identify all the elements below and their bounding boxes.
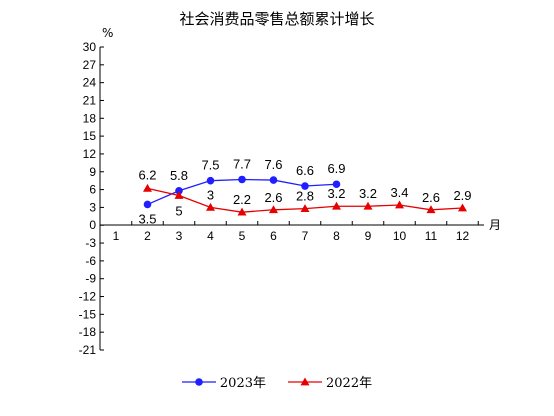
legend-item-1: 2023年 bbox=[181, 372, 266, 391]
y-tick-label: -15 bbox=[79, 307, 97, 321]
data-point bbox=[206, 176, 215, 185]
y-tick-label: 18 bbox=[83, 111, 97, 125]
y-tick-label: -6 bbox=[85, 254, 96, 268]
data-point bbox=[269, 205, 278, 214]
data-label: 7.6 bbox=[264, 157, 282, 172]
x-axis-unit-label: 月 bbox=[489, 218, 501, 232]
y-tick-label: 9 bbox=[89, 165, 96, 179]
data-label: 5.8 bbox=[170, 168, 188, 183]
x-tick-label: 4 bbox=[207, 229, 214, 243]
data-point bbox=[206, 202, 215, 211]
x-tick-label: 1 bbox=[113, 229, 120, 243]
data-point bbox=[269, 176, 278, 184]
data-point bbox=[238, 175, 246, 184]
y-tick-label: -18 bbox=[79, 325, 97, 339]
legend-swatch bbox=[288, 377, 322, 385]
data-point bbox=[301, 182, 309, 190]
x-tick-label: 9 bbox=[365, 229, 372, 243]
data-label: 3.5 bbox=[138, 211, 156, 226]
data-point bbox=[332, 180, 341, 189]
y-tick-label: 6 bbox=[89, 183, 96, 197]
data-label: 3.4 bbox=[390, 185, 408, 200]
x-tick-label: 3 bbox=[176, 229, 183, 243]
data-point bbox=[143, 200, 152, 209]
data-point bbox=[363, 201, 373, 210]
data-label: 3 bbox=[207, 187, 214, 202]
data-point bbox=[426, 205, 436, 214]
data-point bbox=[175, 186, 183, 195]
data-label: 2.2 bbox=[233, 192, 251, 207]
data-label: 3.2 bbox=[327, 186, 345, 201]
y-axis-unit-label: % bbox=[102, 26, 113, 40]
data-point bbox=[237, 207, 247, 216]
x-tick-label: 10 bbox=[393, 229, 407, 243]
y-tick-label: 15 bbox=[83, 129, 97, 143]
data-label: 5 bbox=[175, 204, 182, 219]
legend-label: 2022年 bbox=[326, 376, 373, 391]
data-point bbox=[143, 183, 152, 192]
y-tick-label: -21 bbox=[79, 343, 97, 357]
legend-item-2: 2022年 bbox=[288, 372, 372, 391]
legend: 2023年 2022年 bbox=[0, 372, 554, 391]
data-label: 2.8 bbox=[296, 189, 314, 204]
y-tick-label: 0 bbox=[89, 218, 96, 232]
data-label: 2.6 bbox=[422, 190, 440, 205]
y-tick-label: 27 bbox=[83, 58, 97, 72]
chart-axes bbox=[99, 46, 484, 351]
data-label: 7.7 bbox=[233, 156, 251, 171]
chart-title: 社会消费品零售总额累计增长 bbox=[179, 10, 375, 28]
x-tick-label: 7 bbox=[302, 229, 309, 243]
y-tick-label: 30 bbox=[83, 40, 97, 54]
y-tick-label: -3 bbox=[85, 236, 96, 250]
data-point bbox=[458, 203, 467, 212]
x-tick-label: 12 bbox=[456, 229, 470, 243]
data-label: 2.9 bbox=[453, 188, 471, 203]
data-point bbox=[174, 191, 184, 199]
x-tick-label: 2 bbox=[144, 229, 151, 243]
data-labels: 3.5 5.8 7.5 7.7 7.6 6.6 6.9 6.2 5 3 2.2 2.6 2.8 3.2 3.… bbox=[138, 156, 471, 226]
data-label: 6.2 bbox=[138, 167, 156, 182]
data-label: 6.9 bbox=[327, 161, 345, 176]
data-point bbox=[300, 204, 310, 212]
legend-label: 2023年 bbox=[219, 376, 266, 391]
data-label: 6.6 bbox=[296, 163, 314, 178]
data-label: 2.6 bbox=[264, 190, 282, 205]
data-label: 3.2 bbox=[359, 186, 377, 201]
y-tick-label: -12 bbox=[79, 290, 97, 304]
y-tick-label: 12 bbox=[83, 147, 97, 161]
y-tick-label: -9 bbox=[85, 272, 96, 286]
data-point bbox=[332, 201, 341, 210]
y-tick-label: 24 bbox=[83, 76, 97, 90]
x-tick-label: 8 bbox=[333, 229, 340, 243]
series-layer bbox=[143, 175, 467, 216]
y-tick-label: 21 bbox=[83, 93, 97, 107]
x-tick-label: 11 bbox=[425, 229, 438, 243]
data-label: 7.5 bbox=[201, 158, 219, 173]
x-tick-label: 6 bbox=[270, 229, 277, 243]
x-tick-labels: 1 2 3 4 5 6 7 8 9 10 11 12 bbox=[113, 229, 470, 243]
data-point bbox=[395, 200, 404, 209]
y-tick-label: 3 bbox=[89, 200, 96, 214]
legend-swatch bbox=[181, 377, 216, 386]
x-tick-label: 5 bbox=[239, 229, 246, 243]
